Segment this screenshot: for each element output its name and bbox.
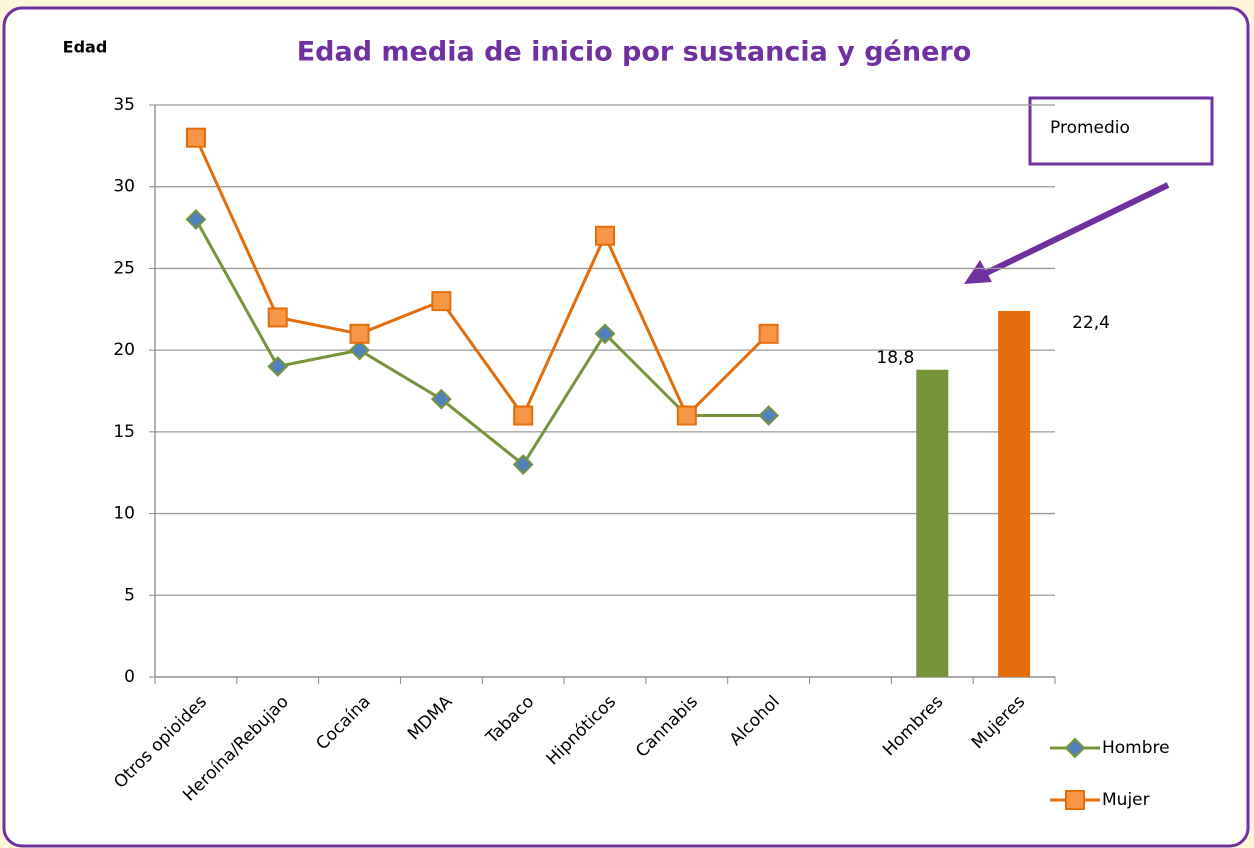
series-line: [194, 218, 769, 467]
arrow: [976, 182, 1170, 280]
series-line: [194, 137, 770, 419]
annotation: Promedio: [1050, 118, 1130, 138]
arrow-head: [964, 260, 992, 284]
marker: [430, 388, 452, 410]
marker: [349, 339, 370, 361]
marker: [595, 225, 615, 246]
chart-title: Edad media de inicio por sustancia y gén…: [297, 37, 972, 68]
y-tick-label: 5: [124, 585, 135, 605]
marker: [1065, 790, 1085, 810]
marker: [267, 307, 288, 328]
marker: [185, 208, 207, 230]
marker: [758, 405, 780, 426]
y-tick-label: 20: [113, 340, 135, 360]
marker: [349, 323, 370, 344]
y-tick-label: 35: [113, 95, 135, 115]
marker: [594, 323, 616, 345]
data-label: 22,4: [1072, 313, 1110, 333]
bar: [916, 369, 949, 677]
legend-label: Hombre: [1102, 738, 1170, 758]
y-tick-label: 0: [124, 667, 135, 687]
y-tick-label: 15: [113, 422, 135, 442]
marker: [431, 291, 452, 312]
annotation-box: [1028, 96, 1214, 166]
marker: [267, 356, 289, 377]
marker: [1064, 737, 1086, 759]
y-tick-label: 10: [113, 504, 135, 524]
marker: [185, 127, 206, 148]
bar: [998, 310, 1031, 677]
y-axis-label: Edad: [63, 38, 108, 57]
y-tick-label: 25: [113, 258, 135, 278]
legend-label: Mujer: [1102, 790, 1150, 810]
marker: [513, 405, 534, 426]
data-label: 18,8: [876, 348, 914, 368]
y-tick-label: 30: [113, 177, 135, 197]
marker: [512, 454, 534, 475]
marker: [758, 323, 779, 344]
marker: [676, 405, 697, 426]
